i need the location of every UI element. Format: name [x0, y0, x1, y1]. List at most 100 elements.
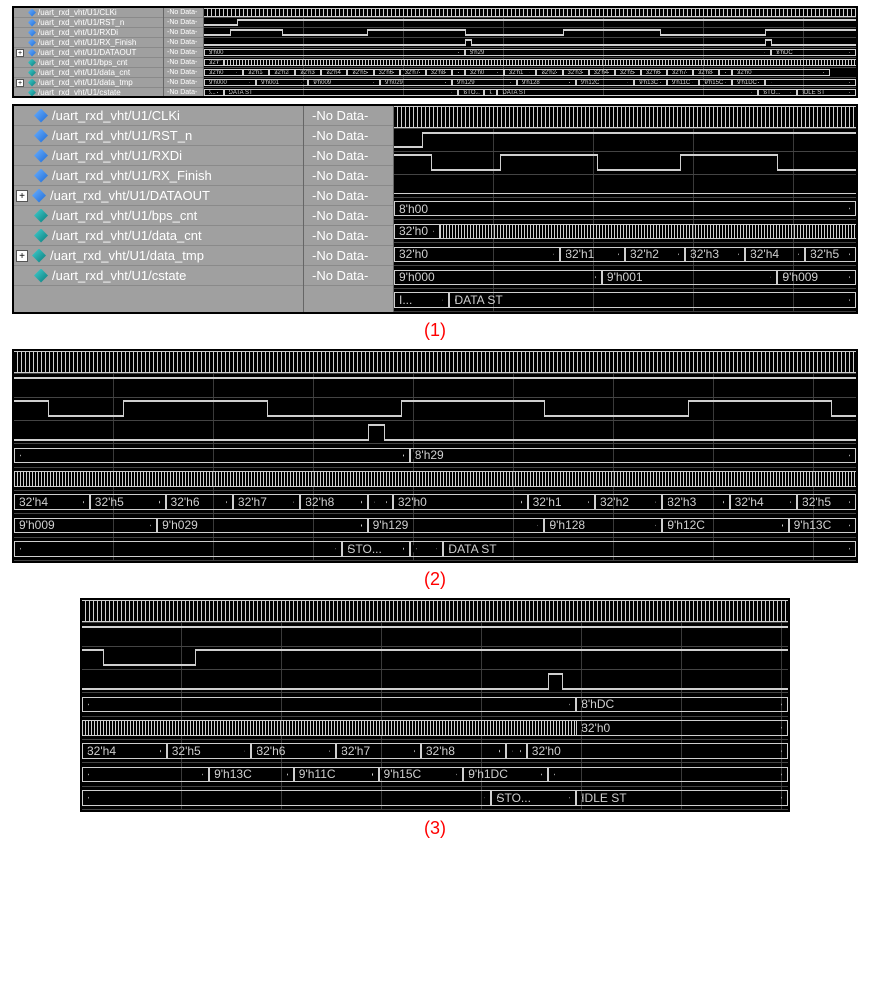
wave-row-pulse[interactable] — [14, 398, 856, 421]
signal-RXDi[interactable]: /uart_rxd_vht/U1/RXDi — [14, 146, 303, 166]
signal-data_cnt[interactable]: /uart_rxd_vht/U1/data_cnt — [14, 68, 163, 78]
wave-row-bus[interactable]: 9'h13C9'h11C9'h15C9'h1DC — [82, 763, 788, 786]
signal-label: /uart_rxd_vht/U1/data_tmp — [50, 248, 204, 263]
bus-value: 32'h7 — [400, 69, 426, 75]
wave-row-bus[interactable]: 9'h0099'h0299'h1299'h1289'h12C9'h13C — [14, 514, 856, 537]
wave-row-bus[interactable]: 8'hDC — [82, 693, 788, 716]
wave-row-bus[interactable]: I...DATA STSTO...I...DATA STSTO...IDLE S… — [204, 88, 856, 96]
signal-label: /uart_rxd_vht/U1/bps_cnt — [52, 208, 197, 223]
wave-row-bus[interactable]: 8'h008'h298'hDC — [204, 48, 856, 58]
diamond-icon — [28, 39, 36, 47]
wave-row-clk[interactable] — [204, 8, 856, 18]
wave-row-clk[interactable] — [394, 106, 856, 129]
wave-row-step[interactable] — [204, 18, 856, 28]
value-cell: -No Data- — [164, 78, 203, 88]
bus-value: 32'h7 — [667, 69, 693, 75]
wave-small[interactable]: 8'h008'h298'hDC32'h032'h032'h132'h232'h3… — [204, 8, 856, 96]
bus-value: 9'h13C — [634, 79, 667, 85]
bus-value: 32'h3 — [563, 69, 589, 75]
bus-value: 9'h009 — [777, 270, 856, 285]
wave-row-mixed[interactable]: 32'h0 — [82, 717, 788, 740]
signal-RX_Finish[interactable]: /uart_rxd_vht/U1/RX_Finish — [14, 166, 303, 186]
wave-row-pulse[interactable] — [204, 28, 856, 38]
bus-value: 32'h4 — [321, 69, 347, 75]
wave-row-clk[interactable] — [82, 600, 788, 623]
bus-value: 32'h1 — [560, 247, 625, 262]
wave-panel-2[interactable]: 8'h2932'h432'h532'h632'h732'h832'h032'h1… — [14, 351, 856, 561]
signal-data_tmp[interactable]: +/uart_rxd_vht/U1/data_tmp — [14, 78, 163, 88]
wave-row-pulse[interactable] — [204, 38, 856, 48]
wave-panel-1[interactable]: 8'h0032'h032'h032'h132'h232'h332'h432'h5… — [394, 106, 856, 312]
expand-icon[interactable]: + — [16, 49, 24, 57]
signal-cstate[interactable]: /uart_rxd_vht/U1/cstate — [14, 88, 163, 98]
wave-row-bus[interactable]: 8'h00 — [394, 198, 856, 221]
wave-row-pulse[interactable] — [82, 670, 788, 693]
bus-value: 32'h4 — [745, 247, 805, 262]
value-cell: -No Data- — [164, 68, 203, 78]
signal-CLKi[interactable]: /uart_rxd_vht/U1/CLKi — [14, 8, 163, 18]
signal-bps_cnt[interactable]: /uart_rxd_vht/U1/bps_cnt — [14, 58, 163, 68]
expand-icon[interactable]: + — [16, 250, 28, 262]
wave-row-bus[interactable]: STO...DATA ST — [14, 538, 856, 561]
wave-row-busfill[interactable]: 32'h0 — [204, 58, 856, 68]
signal-RST_n[interactable]: /uart_rxd_vht/U1/RST_n — [14, 126, 303, 146]
bus-value: 9'h13C — [209, 767, 294, 783]
expand-icon[interactable]: + — [16, 79, 24, 87]
bus-value: 9'h000 — [394, 270, 602, 285]
signal-DATAOUT[interactable]: +/uart_rxd_vht/U1/DATAOUT — [14, 48, 163, 58]
wave-row-step[interactable] — [394, 129, 856, 152]
signal-data_cnt[interactable]: /uart_rxd_vht/U1/data_cnt — [14, 226, 303, 246]
signal-RXDi[interactable]: /uart_rxd_vht/U1/RXDi — [14, 28, 163, 38]
bus-value: 9'h129 — [452, 79, 517, 85]
bus-value: 32'h5 — [797, 494, 856, 510]
bus-value: 32'h3 — [685, 247, 745, 262]
signal-RST_n[interactable]: /uart_rxd_vht/U1/RST_n — [14, 18, 163, 28]
wave-row-pulse[interactable] — [82, 647, 788, 670]
bus-value: 32'h0 — [394, 247, 560, 262]
wave-row-pulse[interactable] — [394, 152, 856, 175]
diamond-icon — [32, 249, 46, 263]
signal-DATAOUT[interactable]: + /uart_rxd_vht/U1/DATAOUT — [14, 186, 303, 206]
bus-value: 32'h7 — [336, 743, 421, 759]
bus-value — [82, 767, 209, 783]
signal-label: /uart_rxd_vht/U1/CLKi — [52, 108, 180, 123]
signal-RX_Finish[interactable]: /uart_rxd_vht/U1/RX_Finish — [14, 38, 163, 48]
wave-row-bus[interactable]: 32'h032'h132'h232'h332'h432'h5 — [394, 243, 856, 266]
expand-icon[interactable]: + — [16, 190, 28, 202]
bus-value: 32'h1 — [528, 494, 595, 510]
wave-row-bus[interactable]: STO...IDLE ST — [82, 787, 788, 810]
wave-row-bus[interactable]: 9'h0009'h0019'h0099'h0299'h1299'h1289'h1… — [204, 78, 856, 88]
wave-panel-3[interactable]: 8'hDC32'h032'h432'h532'h632'h732'h832'h0… — [82, 600, 788, 810]
bus-value — [410, 541, 444, 557]
bus-value — [548, 767, 788, 783]
wave-row-bus[interactable]: 9'h0009'h0019'h009 — [394, 266, 856, 289]
wave-row-pulse[interactable] — [14, 421, 856, 444]
wave-row-bus[interactable]: 32'h032'h132'h232'h332'h432'h532'h632'h7… — [204, 68, 856, 78]
signal-label: /uart_rxd_vht/U1/RST_n — [38, 18, 124, 28]
wave-row-clk[interactable] — [14, 351, 856, 374]
signal-data_tmp[interactable]: + /uart_rxd_vht/U1/data_tmp — [14, 246, 303, 266]
signal-CLKi[interactable]: /uart_rxd_vht/U1/CLKi — [14, 106, 303, 126]
bus-value: 32'h6 — [166, 494, 233, 510]
panel-3: 8'hDC32'h032'h432'h532'h632'h732'h832'h0… — [80, 598, 790, 812]
signal-label: /uart_rxd_vht/U1/RX_Finish — [52, 168, 212, 183]
signal-bps_cnt[interactable]: /uart_rxd_vht/U1/bps_cnt — [14, 206, 303, 226]
signal-label: /uart_rxd_vht/U1/DATAOUT — [50, 188, 210, 203]
caption-3: (3) — [0, 818, 870, 839]
wave-row-hi[interactable] — [82, 623, 788, 646]
wave-row-busfill[interactable] — [14, 468, 856, 491]
signal-cstate[interactable]: /uart_rxd_vht/U1/cstate — [14, 266, 303, 286]
wave-row-bus[interactable]: 32'h432'h532'h632'h732'h832'h0 — [82, 740, 788, 763]
wave-row-bus[interactable]: 32'h432'h532'h632'h732'h832'h032'h132'h2… — [14, 491, 856, 514]
bus-value: 32'h1 — [243, 69, 269, 75]
diamond-icon — [28, 59, 36, 67]
bus-value: 32'h0 — [204, 69, 243, 75]
wave-row-hi[interactable] — [14, 374, 856, 397]
bus-value: 32'h5 — [167, 743, 252, 759]
wave-row-bus[interactable]: 8'h29 — [14, 444, 856, 467]
diamond-icon — [28, 9, 36, 17]
wave-row-low[interactable] — [394, 175, 856, 198]
wave-row-bus[interactable]: I...DATA ST — [394, 289, 856, 312]
wave-row-busfill[interactable]: 32'h0 — [394, 220, 856, 243]
caption-2: (2) — [0, 569, 870, 590]
